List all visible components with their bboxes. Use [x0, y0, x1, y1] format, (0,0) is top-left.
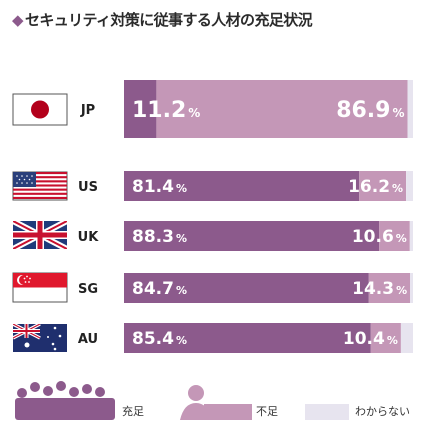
category-label-us: US — [78, 180, 98, 195]
bar-au-unknown — [400, 323, 413, 353]
bar-uk-unknown — [409, 221, 413, 251]
bars-layer: JP 11.2% 86.9 %US 81.4% 16.2 %UK 88.3% 10.6 %SG 84… — [78, 80, 413, 353]
category-label-sg: SG — [78, 282, 98, 297]
legend-label-insufficient: 不足 — [256, 405, 278, 418]
us-flag — [12, 171, 68, 201]
singapore-flag — [12, 272, 68, 303]
bar-sg-insufficient — [368, 273, 411, 303]
diamond-bullet-icon: ◆ — [12, 11, 24, 29]
bar-au-insufficient — [370, 323, 401, 353]
category-label-au: AU — [78, 332, 98, 347]
bar-us-sufficient — [124, 171, 360, 201]
bar-us-insufficient — [359, 171, 406, 201]
bar-jp-unknown — [407, 80, 413, 138]
bar-jp-sufficient — [124, 80, 157, 138]
chart-title: ◆ セキュリティ対策に従事する人材の充足状況 — [12, 9, 313, 30]
category-label-jp: JP — [80, 103, 95, 118]
data-label-au-insufficient: 10.4% — [343, 329, 398, 349]
legend-label-sufficient: 充足 — [122, 405, 144, 418]
bar-us-unknown — [406, 171, 413, 201]
bar-sg-unknown — [410, 273, 413, 303]
chart-title-text: セキュリティ対策に従事する人材の充足状況 — [24, 11, 313, 29]
people-group-icon — [15, 381, 115, 420]
legend-layer — [15, 381, 349, 420]
data-label-sg-sufficient: 84.7% — [132, 279, 187, 299]
category-label-uk: UK — [78, 230, 100, 245]
japan-flag — [12, 93, 68, 126]
data-label-sg-insufficient: 14.3% — [352, 279, 407, 299]
unknown-swatch — [305, 404, 349, 420]
bar-uk-sufficient — [124, 221, 380, 251]
legend-label-unknown: わからない — [355, 405, 410, 418]
bar-uk-insufficient — [379, 221, 410, 251]
data-label-au-sufficient: 85.4% — [132, 329, 187, 349]
bar-au-sufficient — [124, 323, 371, 353]
australia-flag — [13, 324, 67, 352]
person-icon — [180, 385, 252, 420]
uk-flag — [13, 221, 67, 249]
data-label-jp-sufficient: 11.2% — [132, 98, 200, 123]
data-label-uk-sufficient: 88.3% — [132, 227, 187, 247]
data-label-uk-insufficient: 10.6% — [352, 227, 407, 247]
bar-sg-sufficient — [124, 273, 369, 303]
bar-jp-insufficient — [156, 80, 408, 138]
data-label-us-insufficient: 16.2% — [348, 177, 403, 197]
data-label-us-sufficient: 81.4% — [132, 177, 187, 197]
